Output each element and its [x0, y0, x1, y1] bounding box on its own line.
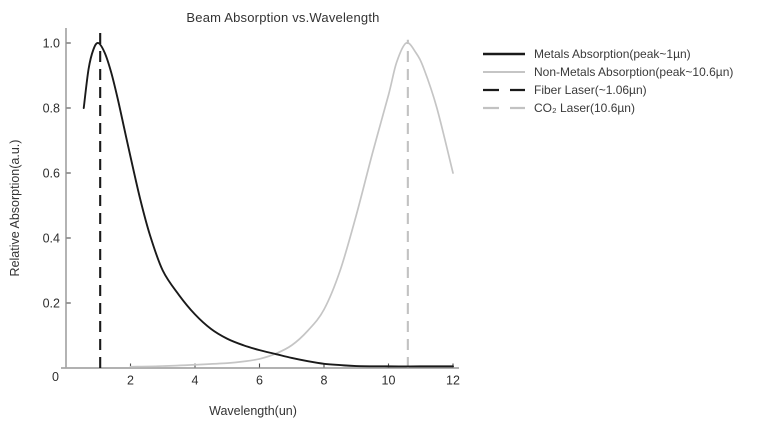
legend-item-2: Fiber Laser(~1.06µn) [482, 81, 733, 99]
y-tick-label: 0.8 [43, 102, 60, 116]
x-tick-label: 10 [382, 374, 396, 388]
legend-swatch-solid-line [483, 52, 525, 56]
legend-swatch-dashed-line [483, 106, 525, 110]
x-tick-label: 6 [256, 374, 263, 388]
legend-swatch-solid-line [483, 71, 525, 73]
legend-label: CO₂ Laser(10.6µn) [534, 101, 635, 115]
x-tick-label: 2 [127, 374, 134, 388]
y-tick-label: 0.6 [43, 167, 60, 181]
legend-item-3: CO₂ Laser(10.6µn) [482, 99, 733, 117]
non-metals-absorption-curve [129, 41, 454, 368]
legend-item-1: Non-Metals Absorption(peak~10.6µn) [482, 63, 733, 81]
legend: Metals Absorption(peak~1µn) Non-Metals Ab… [482, 45, 733, 117]
legend-item-0: Metals Absorption(peak~1µn) [482, 45, 733, 63]
legend-label: Metals Absorption(peak~1µn) [534, 47, 691, 61]
x-axis-label: Wavelength(un) [209, 404, 297, 418]
y-tick-label: 1.0 [43, 37, 60, 51]
legend-label: Non-Metals Absorption(peak~10.6µn) [534, 65, 734, 79]
metals-absorption-curve [82, 41, 454, 368]
x-tick-label: 8 [321, 374, 328, 388]
chart-title: Beam Absorption vs.Wavelength [186, 10, 380, 25]
legend-label: Fiber Laser(~1.06µn) [534, 83, 647, 97]
y-tick-label: 0.2 [43, 297, 60, 311]
legend-swatch-dashed-line [483, 88, 525, 92]
y-tick-label: 0.4 [43, 232, 60, 246]
x-tick-label: 4 [192, 374, 199, 388]
y-tick-label: 0 [52, 370, 59, 384]
x-tick-label: 12 [446, 374, 460, 388]
